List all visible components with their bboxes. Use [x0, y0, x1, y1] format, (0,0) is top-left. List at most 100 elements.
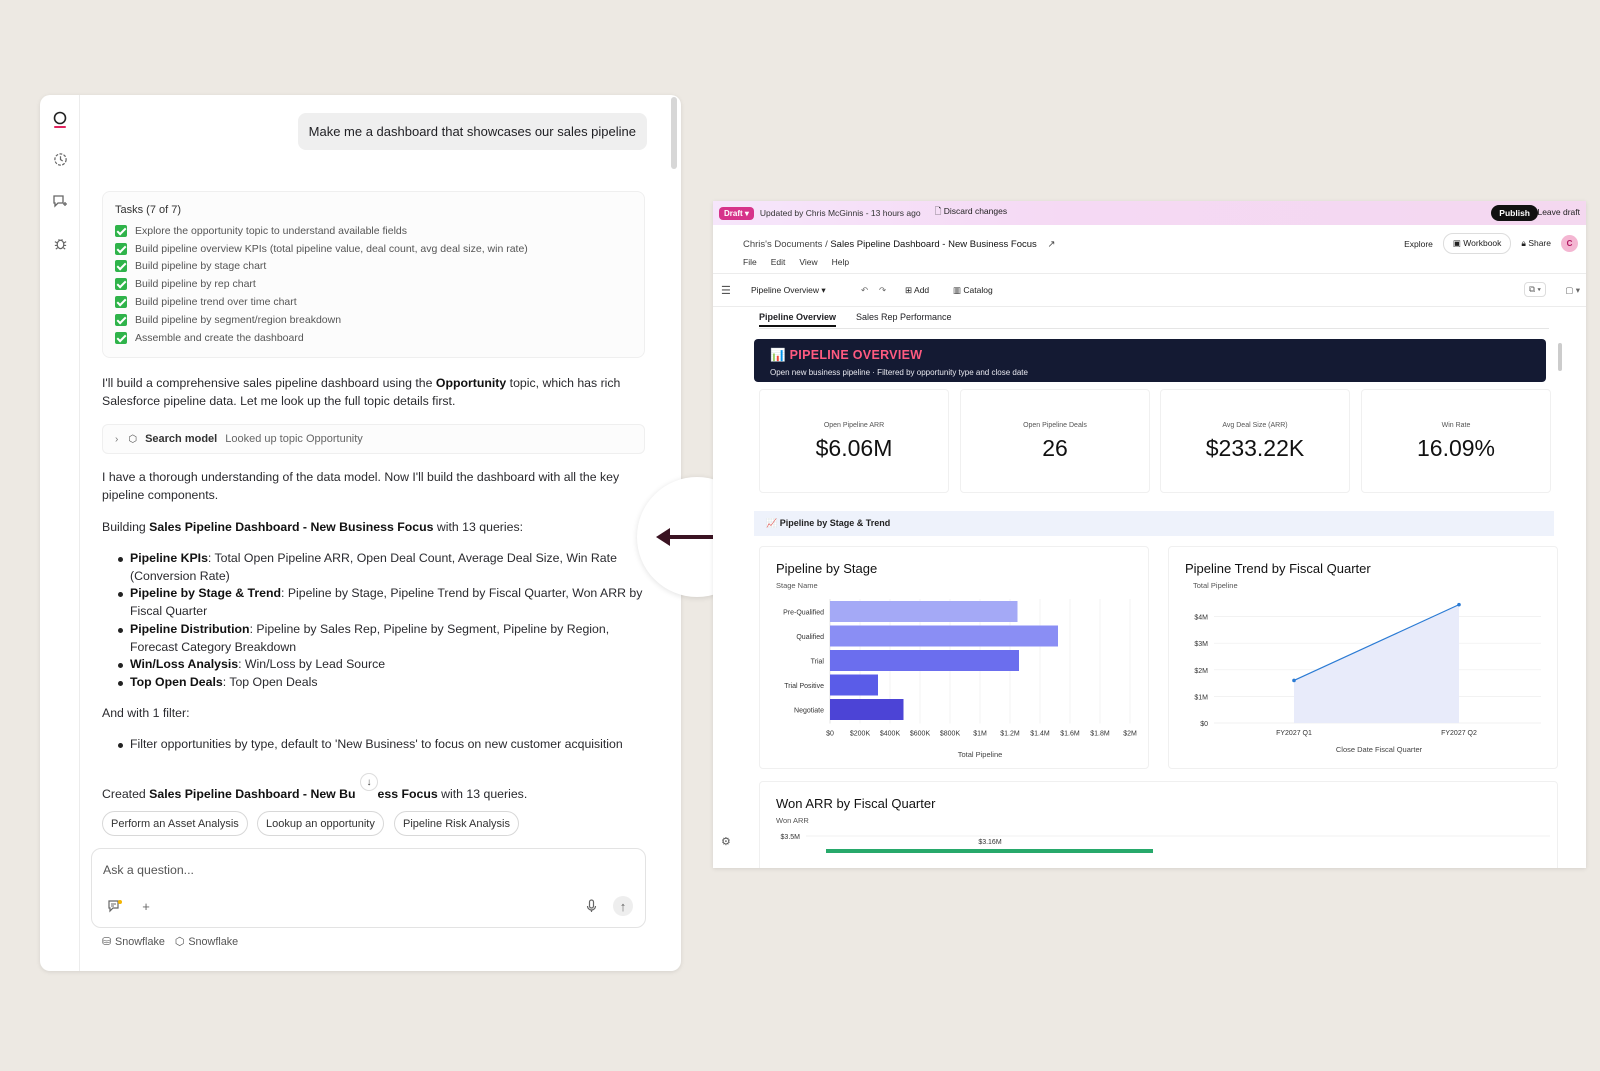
bar — [830, 650, 1019, 671]
layout-icon[interactable]: ▢ ▾ — [1565, 285, 1580, 295]
x-tick-label: $800K — [940, 731, 961, 738]
explore-button[interactable]: Explore — [1404, 238, 1433, 249]
history-icon[interactable] — [51, 150, 69, 168]
data-point — [1457, 602, 1461, 607]
assistant-message: I have a thorough understanding of the d… — [102, 470, 620, 502]
list-item: Pipeline KPIs: Total Open Pipeline ARR, … — [102, 550, 647, 585]
sidebar-rail — [40, 95, 80, 971]
bar — [830, 625, 1058, 647]
settings-gear-icon[interactable]: ⚙ — [721, 836, 731, 848]
kpi-value: 16.09% — [1416, 435, 1495, 461]
checkmark-icon — [115, 242, 127, 255]
trend-line — [1293, 604, 1460, 681]
breadcrumb-parent[interactable]: Chris's Documents — [743, 239, 823, 250]
filter-bullet-list: Filter opportunities by type, default to… — [102, 736, 647, 754]
bug-icon[interactable] — [51, 234, 69, 252]
scroll-down-button[interactable]: ↓ — [360, 773, 378, 791]
dashboard-scrollbar[interactable] — [1558, 343, 1562, 371]
data-point — [1292, 678, 1296, 683]
dashboard-window: Draft ▾ Updated by Chris McGinnis - 13 h… — [713, 201, 1586, 868]
add-button[interactable]: ⊞ Add — [905, 285, 930, 295]
assistant-message: Created Sales Pipeline Dashboard - New B… — [102, 787, 528, 801]
plus-icon[interactable]: + — [142, 898, 150, 914]
source-item[interactable]: ⬡ Snowflake — [174, 935, 239, 949]
publish-button[interactable]: Publish — [1491, 205, 1538, 221]
avatar[interactable]: C — [1561, 235, 1578, 252]
task-item: Build pipeline trend over time chart — [115, 293, 632, 311]
assistant-message: I'll build a comprehensive sales pipelin… — [102, 376, 621, 408]
y-tick-label: $4M — [1194, 615, 1208, 622]
source-item[interactable]: ⛁ Snowflake — [102, 935, 165, 949]
chart-card-won[interactable]: Won ARR by Fiscal Quarter Won ARR $3.5M $… — [759, 781, 1558, 868]
tool-call-row[interactable]: › ⬡ Search model Looked up topic Opportu… — [102, 424, 645, 454]
tool-description: Looked up topic Opportunity — [225, 433, 363, 445]
y-tick-label: Trial — [811, 659, 825, 666]
y-tick-label: Trial Positive — [784, 683, 824, 690]
y-tick-label: $3M — [1194, 641, 1208, 648]
stage-bar-chart: $0 $200K $400K $600K $800K $1M $1.2M $1.4M $1.6M… — [783, 599, 1137, 759]
redo-icon[interactable]: ↷ — [879, 285, 887, 295]
top-actions: Explore ▣ Workbook 🔒︎ Share C — [1404, 233, 1578, 254]
catalog-button[interactable]: ▥ Catalog — [953, 285, 993, 295]
task-item: Assemble and create the dashboard — [115, 329, 632, 347]
task-label: Build pipeline by rep chart — [135, 278, 256, 291]
tool-name: Search model — [145, 433, 218, 445]
ask-input[interactable]: Ask a question... — [103, 863, 194, 877]
share-button[interactable]: 🔒︎ Share — [1521, 238, 1551, 248]
checkmark-icon — [115, 224, 127, 237]
cube-icon: ⬡ — [174, 936, 185, 948]
new-chat-icon[interactable] — [51, 192, 69, 210]
kpi-card[interactable]: Open Pipeline Deals 26 — [960, 389, 1150, 493]
y-tick-label: Negotiate — [794, 708, 824, 715]
chat-scrollbar[interactable] — [671, 97, 677, 169]
chart-card-trend[interactable]: Pipeline Trend by Fiscal Quarter Total P… — [1168, 546, 1558, 769]
prompt-library-icon[interactable] — [106, 897, 124, 915]
x-tick-label: $600K — [910, 731, 931, 738]
banner-subtitle: Open new business pipeline · Filtered by… — [770, 368, 1028, 377]
tab-pipeline-overview[interactable]: Pipeline Overview — [759, 312, 837, 327]
task-label: Assemble and create the dashboard — [135, 331, 304, 344]
chevron-right-icon[interactable]: › — [115, 433, 119, 445]
menu-file[interactable]: File — [743, 257, 757, 267]
leave-draft-button[interactable]: Leave draft — [1537, 207, 1580, 217]
x-tick-label: $400K — [880, 731, 901, 738]
chart-card-stage[interactable]: Pipeline by Stage Stage Name $0 $200K $400… — [759, 546, 1149, 769]
draft-badge[interactable]: Draft ▾ — [719, 206, 754, 220]
view-mode-icon[interactable]: ⧉ ▾ — [1523, 282, 1546, 297]
menu-edit[interactable]: Edit — [770, 257, 786, 267]
chart-emoji-icon: 📊 — [770, 348, 786, 362]
task-label: Build pipeline by segment/region breakdo… — [135, 313, 342, 326]
x-tick-label: $1.2M — [1000, 731, 1020, 738]
microphone-icon[interactable] — [582, 897, 600, 915]
menu-view[interactable]: View — [799, 257, 818, 267]
y-tick-label: $1M — [1194, 694, 1208, 701]
tab-sales-rep-performance[interactable]: Sales Rep Performance — [856, 312, 952, 322]
panel-toggle-icon[interactable]: ☰ — [721, 285, 731, 297]
suggestion-chip[interactable]: Lookup an opportunity — [257, 811, 384, 836]
checkmark-icon — [115, 296, 127, 309]
external-link-icon[interactable]: ↗ — [1047, 239, 1056, 250]
draft-bar: Draft ▾ Updated by Chris McGinnis - 13 h… — [713, 201, 1586, 225]
send-arrow-icon[interactable]: ↑ — [613, 896, 633, 916]
suggestion-chip[interactable]: Pipeline Risk Analysis — [394, 811, 519, 836]
menu-help[interactable]: Help — [831, 257, 850, 267]
suggestion-chip[interactable]: Perform an Asset Analysis — [102, 811, 248, 836]
workbook-button[interactable]: ▣ Workbook — [1442, 233, 1512, 254]
kpi-card[interactable]: Avg Deal Size (ARR) $233.22K — [1160, 389, 1350, 493]
list-item: Win/Loss Analysis: Win/Loss by Lead Sour… — [102, 656, 647, 674]
kpi-card[interactable]: Win Rate 16.09% — [1361, 389, 1551, 493]
chart-axis-label: Won ARR — [776, 816, 809, 825]
task-item: Build pipeline by segment/region breakdo… — [115, 311, 632, 329]
chart-title: Pipeline by Stage — [776, 561, 878, 576]
catalog-icon: ▥ — [953, 285, 962, 295]
logo-icon[interactable] — [51, 111, 69, 129]
discard-changes-button[interactable]: 🗋 Discard changes — [934, 206, 1008, 216]
kpi-card[interactable]: Open Pipeline ARR $6.06M — [759, 389, 949, 493]
ask-input-box[interactable]: Ask a question... + ↑ — [91, 848, 646, 928]
undo-icon[interactable]: ↶ — [861, 285, 869, 295]
bar — [826, 849, 1153, 853]
page-select[interactable]: Pipeline Overview ▾ — [751, 285, 826, 295]
task-item: Explore the opportunity topic to underst… — [115, 222, 632, 240]
checkmark-icon — [115, 278, 127, 291]
book-icon: ▣ — [1452, 238, 1461, 248]
